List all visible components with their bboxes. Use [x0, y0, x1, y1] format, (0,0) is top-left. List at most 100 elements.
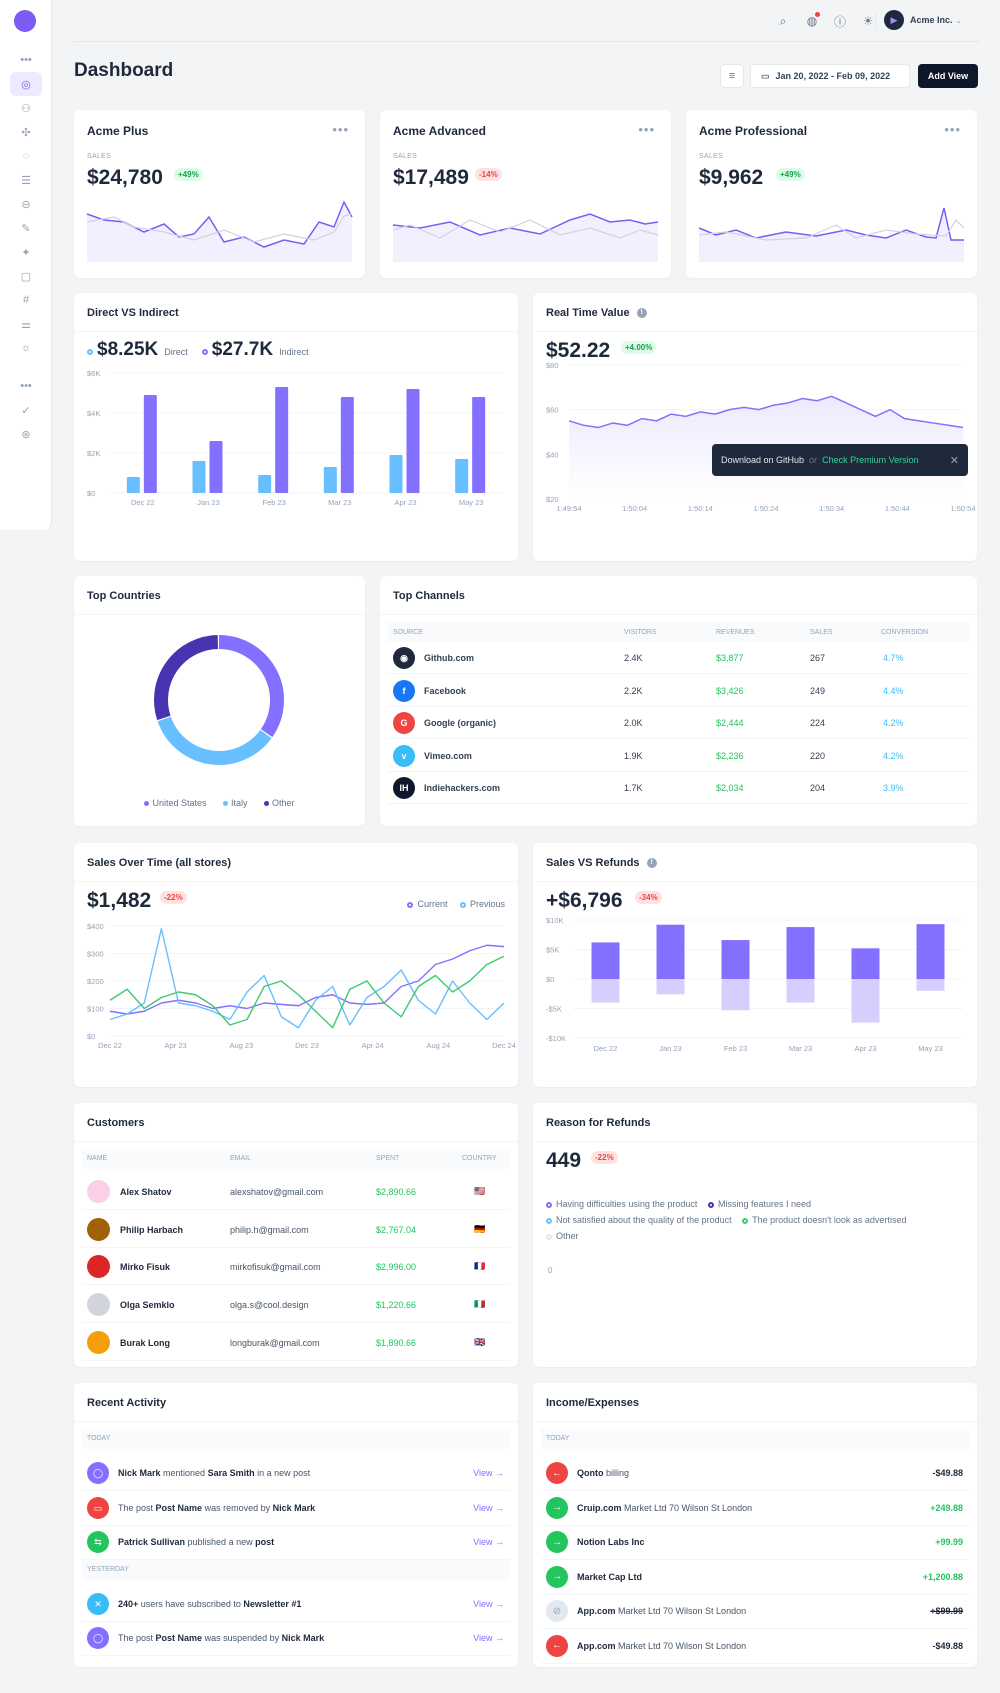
legend-current[interactable]: Current: [417, 899, 448, 909]
sidebar-ecommerce-icon[interactable]: ⚇: [21, 102, 31, 115]
table-row[interactable]: Alex Shatov alexshatov@gmail.com $2,890.66…: [82, 1173, 510, 1210]
activity-icon: ⇆: [87, 1531, 109, 1553]
theme-toggle-icon[interactable]: ☀: [862, 14, 874, 28]
series-line: [109, 955, 505, 1029]
x-tick-label: Jan 23: [659, 1044, 682, 1053]
direct-value: $8.25K: [97, 339, 159, 360]
sidebar-finance-icon[interactable]: ◌: [22, 150, 30, 162]
sidebar: ••• ◎ ⚇ ✣ ◌ ☰ ⊝ ✎ ✦ ▢ # ⚌ ☼ ••• ✓ ⊛: [0, 0, 52, 530]
donut-legend: United States Italy Other: [74, 798, 365, 808]
transaction-name: Qonto: [577, 1468, 604, 1478]
info-icon[interactable]: !: [646, 858, 657, 869]
card-title: Reason for Refunds: [546, 1117, 651, 1129]
transaction-amount: +1,200.88: [922, 1571, 963, 1582]
column-header: SOURCE: [393, 628, 423, 636]
legend-item[interactable]: Other: [546, 1231, 579, 1241]
recent-activity-card: Recent Activity TODAY YESTERDAY ◯ Nick Ma…: [74, 1383, 518, 1667]
avatar: ▶: [884, 10, 904, 30]
legend-item[interactable]: Italy: [223, 798, 248, 808]
donut-slice: [218, 635, 284, 738]
info-icon[interactable]: !: [636, 308, 647, 319]
sparkline-chart: [392, 213, 659, 262]
column-header: VISITORS: [624, 628, 657, 636]
customer-email: philip.h@gmail.com: [230, 1224, 309, 1235]
sidebar-calendar-icon[interactable]: ▢: [20, 270, 32, 283]
info-icon[interactable]: ⓘ: [833, 14, 846, 29]
view-link[interactable]: View →: [473, 1468, 504, 1478]
more-dots-icon[interactable]: •••: [20, 54, 32, 66]
close-icon[interactable]: ✕: [949, 454, 959, 467]
sidebar-campaigns-icon[interactable]: ✦: [21, 246, 31, 259]
view-link[interactable]: View →: [473, 1633, 504, 1643]
bar-direct: [258, 475, 272, 493]
activity-actor: Nick Mark: [272, 1503, 316, 1513]
sidebar-community-icon[interactable]: ✣: [21, 126, 31, 139]
x-tick-label: 1:50:04: [622, 504, 647, 513]
avatar: [87, 1293, 110, 1317]
sidebar-dashboard-icon[interactable]: ◎: [10, 72, 42, 96]
legend-item[interactable]: Not satisfied about the quality of the p…: [546, 1215, 732, 1225]
list-item: ⇆ Patrick Sullivan published a new post Vi…: [82, 1526, 510, 1560]
x-tick-label: 1:50:44: [885, 504, 910, 513]
legend-item[interactable]: Missing features I need: [707, 1199, 811, 1209]
legend-previous[interactable]: Previous: [469, 899, 505, 909]
search-icon[interactable]: ⌕: [779, 13, 787, 28]
sales: 220: [810, 750, 826, 761]
account-menu[interactable]: ▶ Acme Inc. ⌄: [884, 10, 962, 30]
x-tick-label: Dec 23: [295, 1041, 319, 1050]
add-view-button[interactable]: Add View: [918, 64, 978, 88]
x-tick-label: Apr 23: [165, 1041, 187, 1050]
column-header: REVENUES: [716, 628, 755, 636]
y-tick-label: $300: [87, 950, 104, 959]
customer-email: longburak@gmail.com: [230, 1337, 320, 1348]
real-time-value-card: Real Time Value ! $52.22 +4.00% $20 $40 $6…: [533, 293, 977, 561]
more-dots-icon[interactable]: •••: [20, 380, 32, 392]
filter-button[interactable]: ≡: [720, 64, 744, 88]
x-tick-label: 1:50:24: [753, 504, 778, 513]
sidebar-settings-icon[interactable]: ⚌: [21, 318, 31, 331]
sidebar-edit-icon[interactable]: ✎: [21, 222, 31, 235]
sidebar-hash-icon[interactable]: #: [22, 294, 30, 306]
legend-item[interactable]: Other: [264, 798, 295, 808]
more-options-icon[interactable]: •••: [944, 122, 961, 137]
view-link[interactable]: View →: [473, 1599, 504, 1609]
legend-item[interactable]: United States: [144, 798, 206, 808]
activity-text: The post Post Name was suspended by Nick…: [118, 1633, 324, 1643]
table-row: ◉ Github.com 2.4K $3,877 267 4.7%: [388, 642, 969, 674]
transaction-amount: +$99.99: [930, 1606, 963, 1616]
table-header: SOURCE VISITORS REVENUES SALES CONVERSIO…: [388, 622, 969, 642]
activity-suffix: in a new post: [254, 1468, 311, 1478]
legend-item[interactable]: The product doesn't look as advertised: [742, 1215, 906, 1225]
app-logo-icon[interactable]: [14, 10, 36, 32]
sales: 224: [810, 718, 826, 728]
activity-icon: ▭: [87, 1497, 109, 1519]
customer-spent: $2,890.66: [376, 1187, 417, 1197]
y-tick-label: $80: [546, 361, 559, 370]
sidebar-check-icon[interactable]: ✓: [21, 404, 31, 417]
premium-link[interactable]: Check Premium Version: [822, 455, 919, 465]
table-row[interactable]: Olga Semklo olga.s@cool.design $1,220.66 🇮🇹: [82, 1286, 510, 1324]
y-tick-label: $6K: [87, 369, 100, 378]
table-row[interactable]: Mirko Fisuk mirkofisuk@gmail.com $2,996.00…: [82, 1248, 510, 1286]
legend-item[interactable]: Having difficulties using the product: [546, 1199, 697, 1209]
sidebar-messages-icon[interactable]: ⊝: [21, 198, 31, 211]
sales-value: $17,489: [393, 166, 469, 189]
view-link[interactable]: View →: [473, 1503, 504, 1513]
list-item: → Cruip.com Market Ltd 70 Wilson St Londo…: [541, 1492, 969, 1526]
more-options-icon[interactable]: •••: [638, 122, 655, 137]
avatar: [87, 1217, 110, 1241]
x-tick-label: May 23: [459, 498, 484, 507]
sidebar-tasks-icon[interactable]: ☰: [21, 174, 31, 187]
calendar-icon: ▭: [761, 70, 770, 81]
sidebar-components-icon[interactable]: ⊛: [21, 428, 31, 441]
more-options-icon[interactable]: •••: [332, 122, 349, 137]
section-today: TODAY: [541, 1429, 969, 1449]
date-range-picker[interactable]: ▭ Jan 20, 2022 - Feb 09, 2022: [750, 64, 910, 88]
table-row[interactable]: Burak Long longburak@gmail.com $1,890.66 🇬🇧: [82, 1324, 510, 1361]
table-row[interactable]: Philip Harbach philip.h@gmail.com $2,767.0…: [82, 1211, 510, 1248]
view-link[interactable]: View →: [473, 1537, 504, 1547]
y-tick-label: $60: [546, 406, 559, 415]
messages-icon[interactable]: ◍: [803, 12, 821, 30]
sidebar-utility-icon[interactable]: ☼: [20, 342, 32, 354]
transaction-icon: ←: [546, 1462, 568, 1484]
